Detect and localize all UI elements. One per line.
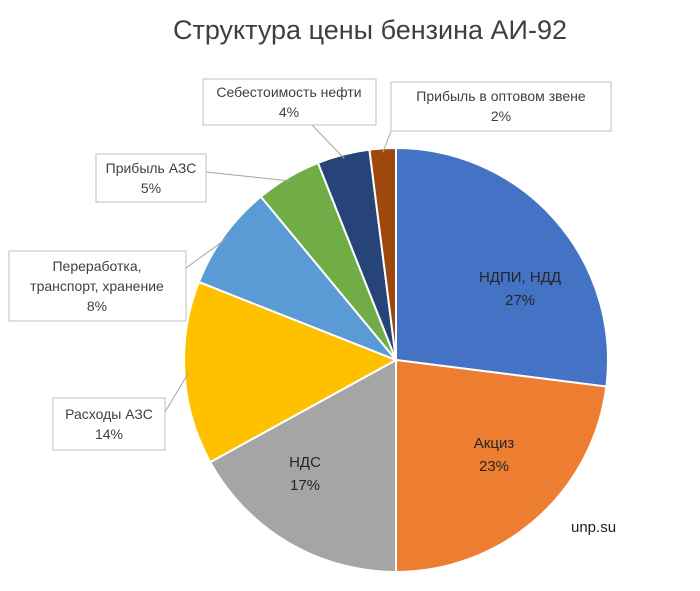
slice-label: НДС — [289, 454, 321, 471]
slice-labels: НДПИ, НДД 27% Акциз 23% НДС 17% Расходы АЗС 14%… — [8, 78, 612, 494]
pie-slices — [183, 146, 609, 574]
slice-value-label: 23% — [479, 458, 509, 475]
callout-box — [52, 397, 166, 451]
slice-value-label: 17% — [290, 477, 320, 494]
leader-line — [311, 124, 345, 159]
slice-value-label: 8% — [87, 298, 107, 314]
pie-slice — [208, 358, 397, 574]
leader-line — [185, 237, 228, 269]
slice-label: Расходы АЗС — [65, 406, 153, 422]
slice-label: Переработка, — [52, 258, 141, 274]
slice-value-label: 5% — [141, 180, 161, 196]
leader-line — [164, 372, 189, 413]
leader-line — [382, 130, 392, 153]
pie-slice — [395, 358, 608, 574]
callout-box — [390, 81, 612, 132]
pie-slice — [183, 280, 399, 464]
pie-slice — [197, 195, 397, 361]
callout-box — [202, 78, 377, 126]
pie-slice — [368, 146, 397, 361]
slice-value-label: 4% — [279, 104, 299, 120]
slice-label: НДПИ, НДД — [479, 269, 561, 286]
slice-label: Акциз — [474, 435, 515, 452]
callout-box — [8, 250, 187, 322]
chart-title: Структура цены бензина АИ-92 — [173, 15, 567, 45]
slice-value-label: 27% — [505, 292, 535, 309]
pie-slice — [395, 146, 609, 388]
slice-value-label: 14% — [95, 426, 123, 442]
slice-label: Прибыль АЗС — [106, 160, 197, 176]
leader-lines — [164, 124, 392, 413]
leader-line — [205, 171, 291, 182]
slice-label: транспорт, хранение — [30, 278, 164, 294]
slice-value-label: 2% — [491, 108, 511, 124]
callout-box — [95, 153, 207, 203]
slice-label: Прибыль в оптовом звене — [416, 88, 586, 104]
slice-label: Себестоимость нефти — [216, 84, 361, 100]
watermark-text: unp.su — [571, 519, 616, 536]
